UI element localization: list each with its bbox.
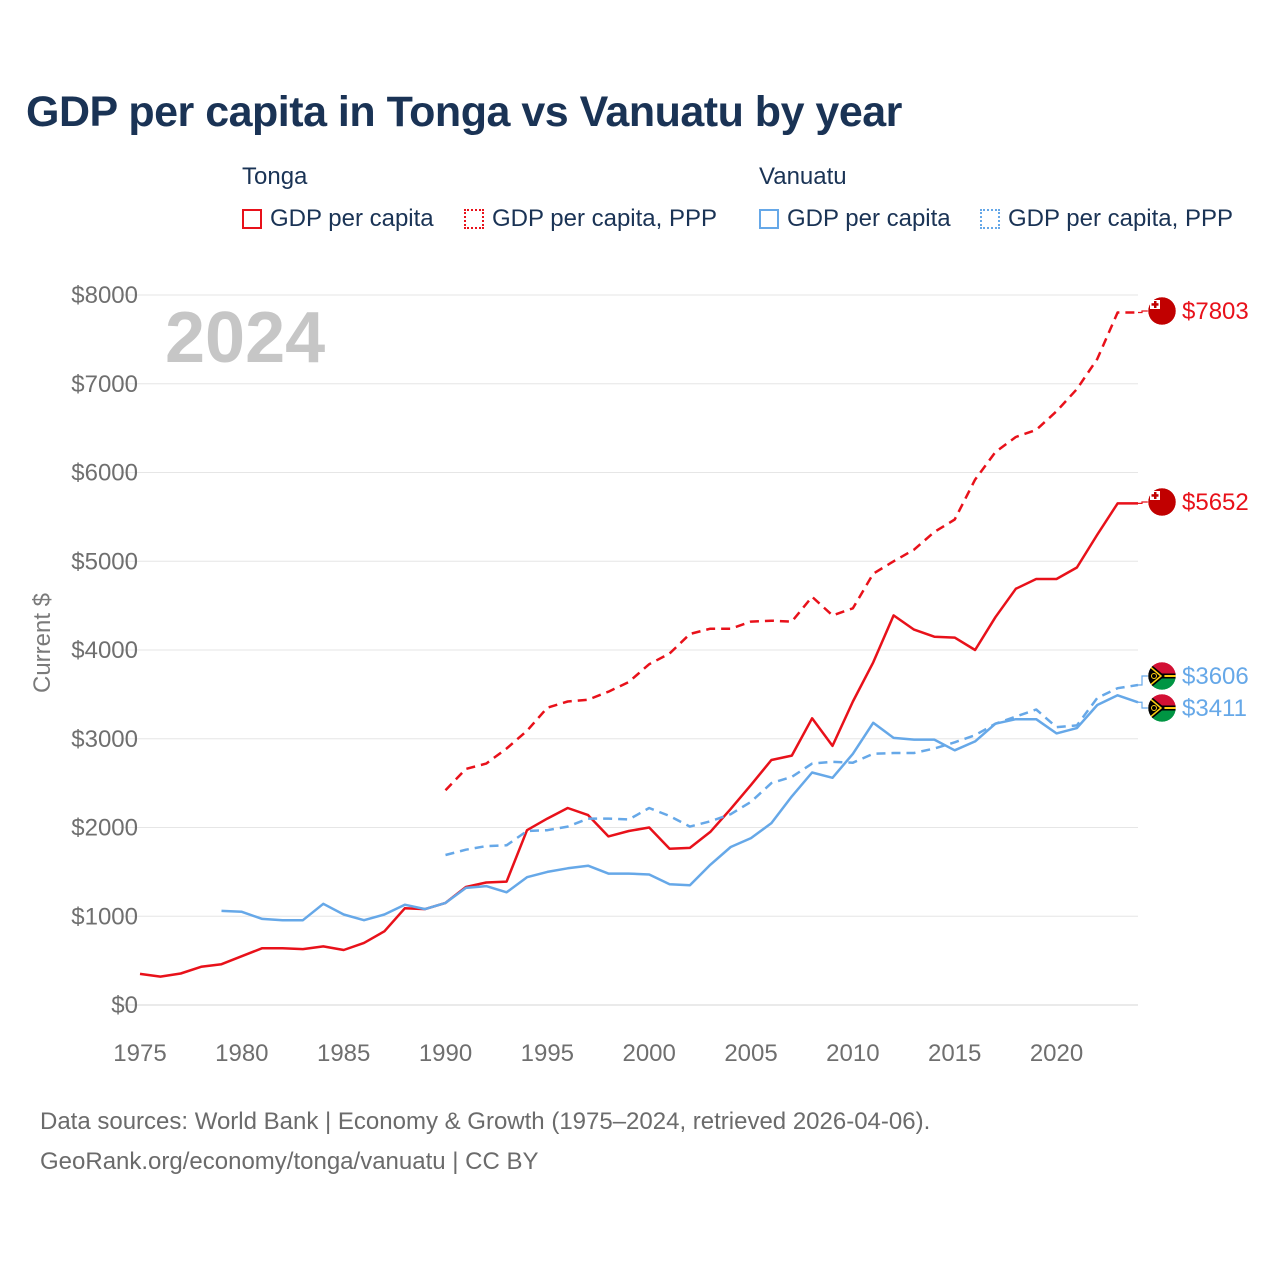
y-tick-label: $3000 xyxy=(71,726,138,753)
legend-label: GDP per capita, PPP xyxy=(1008,205,1233,232)
legend-label: GDP per capita xyxy=(270,205,434,232)
y-tick-label: $0 xyxy=(111,992,138,1019)
legend-swatch-solid-red xyxy=(242,209,262,229)
y-tick-label: $4000 xyxy=(71,637,138,664)
y-tick-label: $5000 xyxy=(71,548,138,575)
x-tick-label: 1990 xyxy=(419,1040,472,1067)
series-line-3[interactable] xyxy=(445,683,1139,857)
x-axis-tick-labels: 1975 1980 1985 1990 1995 2000 2005 2010 2015 2020 xyxy=(113,1040,1083,1067)
legend-tonga-gdp[interactable]: GDP per capita xyxy=(242,205,434,233)
end-value-label: $3606 xyxy=(1182,663,1249,690)
chart-title: GDP per capita in Tonga vs Vanuatu by ye… xyxy=(26,88,902,136)
y-tick-label: $1000 xyxy=(71,903,138,930)
legend-swatch-dotted-red xyxy=(464,209,484,229)
end-value-label: $5652 xyxy=(1182,489,1249,516)
end-labels-layer: $5652 $7803 $3411 $3606 xyxy=(1138,296,1249,723)
grid-lines xyxy=(120,294,1138,1006)
vanuatu-flag-icon xyxy=(1147,693,1177,723)
y-axis-title: Current $ xyxy=(29,593,56,693)
legend-label: GDP per capita, PPP xyxy=(492,205,717,232)
source-line-2[interactable]: GeoRank.org/economy/tonga/vanuatu | CC B… xyxy=(40,1148,539,1175)
x-tick-label: 2020 xyxy=(1030,1040,1083,1067)
legend-swatch-solid-blue xyxy=(759,209,779,229)
end-value-label: $7803 xyxy=(1182,298,1249,325)
legend-tonga-gdp-ppp[interactable]: GDP per capita, PPP xyxy=(464,205,717,233)
series-line-0[interactable] xyxy=(139,502,1138,978)
y-tick-label: $8000 xyxy=(71,282,138,309)
end-value-label: $3411 xyxy=(1182,695,1247,722)
legend-swatch-dotted-blue xyxy=(980,209,1000,229)
year-watermark: 2024 xyxy=(165,298,325,378)
x-tick-label: 2010 xyxy=(826,1040,879,1067)
y-tick-label: $2000 xyxy=(71,815,138,842)
legend-label: GDP per capita xyxy=(787,205,951,232)
x-tick-label: 2015 xyxy=(928,1040,981,1067)
tonga-flag-icon xyxy=(1147,296,1177,326)
vanuatu-flag-icon xyxy=(1147,661,1177,691)
source-line-1: Data sources: World Bank | Economy & Gro… xyxy=(40,1108,931,1135)
y-axis-tick-labels: $0 $1000 $2000 $3000 $4000 $5000 $6000 $7000 $80… xyxy=(71,282,138,1019)
x-tick-label: 1980 xyxy=(215,1040,268,1067)
tonga-flag-icon xyxy=(1147,487,1177,517)
series-layer xyxy=(139,311,1139,978)
x-tick-label: 1995 xyxy=(521,1040,574,1067)
y-tick-label: $6000 xyxy=(71,460,138,487)
legend-vanuatu-gdp-ppp[interactable]: GDP per capita, PPP xyxy=(980,205,1233,233)
x-tick-label: 2000 xyxy=(622,1040,675,1067)
x-tick-label: 1985 xyxy=(317,1040,370,1067)
x-tick-label: 2005 xyxy=(724,1040,777,1067)
series-line-2[interactable] xyxy=(221,694,1139,922)
y-tick-label: $7000 xyxy=(71,371,138,398)
x-tick-label: 1975 xyxy=(113,1040,166,1067)
legend-group-tonga: Tonga xyxy=(242,163,308,190)
legend-vanuatu-gdp[interactable]: GDP per capita xyxy=(759,205,951,233)
legend-group-vanuatu: Vanuatu xyxy=(759,163,847,190)
